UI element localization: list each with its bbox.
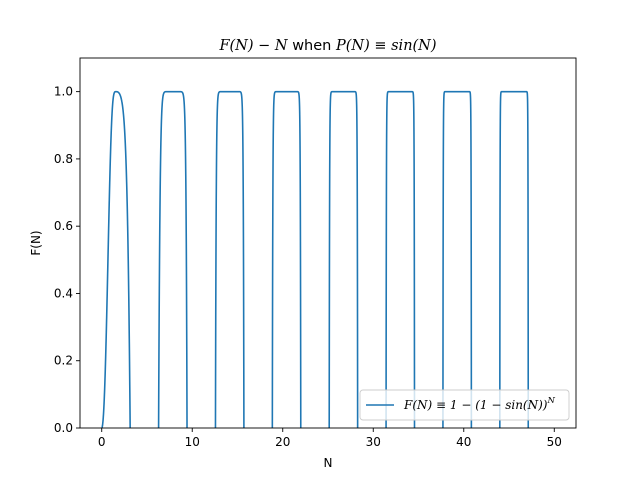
y-tick-label: 0.8 [54,152,73,166]
plot-frame [79,57,577,429]
x-tick-label: 20 [275,435,290,449]
legend-label: F(N) ≡ 1 − (1 − sin(N))N [403,396,555,412]
y-tick-label: 1.0 [54,85,73,99]
y-axis-ticks: 0.0 0.2 0.4 0.6 0.8 1.0 [54,85,80,435]
x-tick-label: 30 [366,435,381,449]
x-axis-label: N [324,456,333,470]
y-tick-label: 0.6 [54,219,73,233]
y-tick-label: 0.0 [54,421,73,435]
x-tick-label: 0 [98,435,106,449]
chart-title: F(N) − N when P(N) ≡ sin(N) [218,38,436,54]
y-tick-label: 0.4 [54,286,73,300]
legend-box [359,389,570,421]
y-tick-label: 0.2 [54,354,73,368]
series-line [100,90,530,428]
x-tick-label: 50 [547,435,562,449]
x-tick-label: 10 [185,435,200,449]
plot-area [100,90,530,428]
legend: F(N) ≡ 1 − (1 − sin(N))N [359,389,570,421]
x-axis-ticks: 0 10 20 30 40 50 [98,428,562,449]
x-tick-label: 40 [456,435,471,449]
y-axis-label: F(N) [29,230,43,255]
